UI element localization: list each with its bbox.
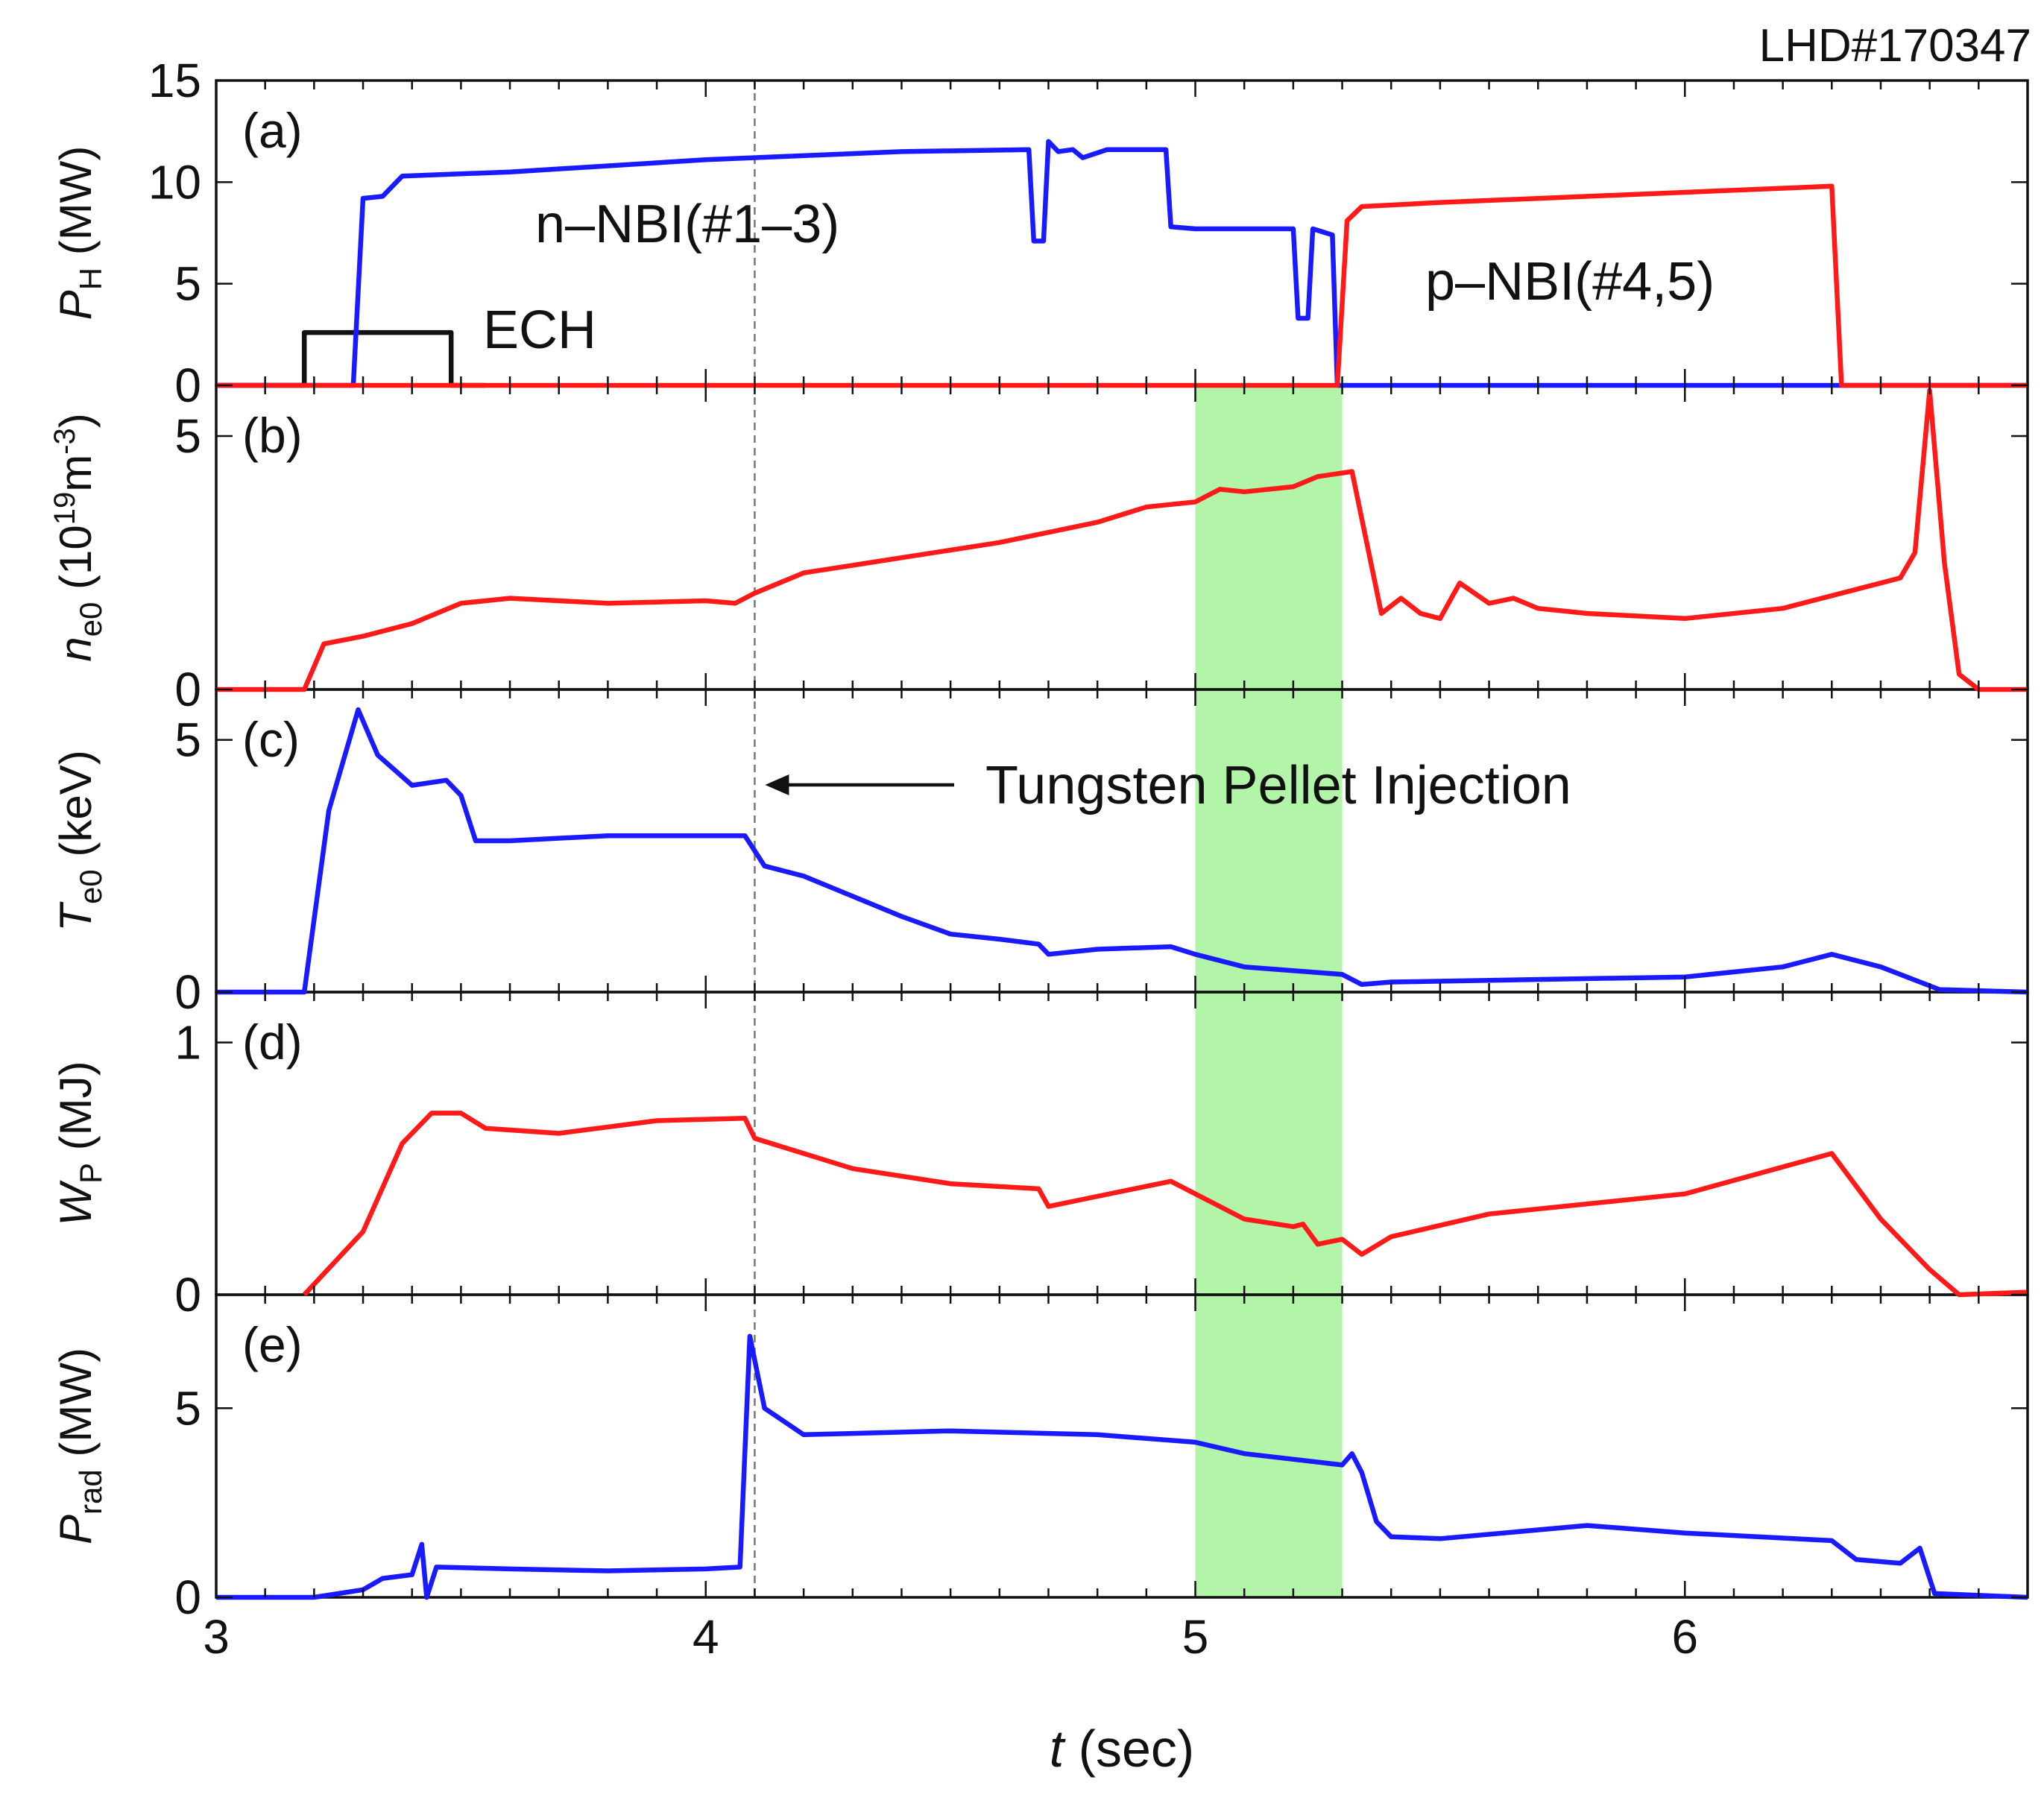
panel-letter-d: (d) — [242, 1014, 303, 1070]
annotation-ech: ECH — [483, 300, 596, 360]
y-tick-label: 5 — [174, 409, 201, 463]
pellet-arrow-head — [765, 774, 789, 795]
x-tick-label: 5 — [1182, 1610, 1209, 1664]
y-axis-label-b: ne0 (1019m-3) — [48, 413, 108, 662]
panel-letter-c: (c) — [242, 712, 300, 767]
y-axis-label-c: Te0 (keV) — [51, 750, 108, 931]
series-e-prad — [216, 1333, 2028, 1600]
panel-letter-e: (e) — [242, 1317, 303, 1372]
y-axis-label-a: PH (MW) — [51, 146, 108, 321]
x-tick-label: 4 — [693, 1610, 719, 1664]
annotation-nnbi: n–NBI(#1–3) — [535, 195, 839, 254]
y-tick-label: 5 — [174, 713, 201, 767]
y-tick-label: 0 — [174, 663, 201, 716]
y-tick-label: 5 — [174, 1381, 201, 1435]
y-tick-label: 0 — [174, 965, 201, 1019]
panel-letter-a: (a) — [242, 103, 303, 158]
x-tick-label: 3 — [203, 1610, 230, 1664]
series-c-te0 — [216, 707, 2028, 995]
y-tick-label: 0 — [174, 1570, 201, 1624]
shot-label: LHD#170347 — [1759, 20, 2031, 72]
y-tick-label: 5 — [174, 257, 201, 311]
annotation-pellet: Tungsten Pellet Injection — [985, 756, 1571, 815]
x-axis-label: t (sec) — [1050, 1720, 1194, 1778]
y-axis-label-d: WP (MJ) — [51, 1061, 108, 1225]
y-tick-label: 1 — [174, 1016, 201, 1070]
x-tick-label: 6 — [1671, 1610, 1698, 1664]
series-a-p-nbi-4-5- — [216, 183, 2028, 388]
panel-letter-b: (b) — [242, 408, 303, 463]
y-tick-label: 15 — [148, 54, 201, 107]
series-b-ne0 — [216, 388, 2028, 692]
y-tick-label: 10 — [148, 155, 201, 209]
series-d-wp — [302, 1111, 2028, 1298]
y-axis-label-e: Prad (MW) — [51, 1348, 108, 1544]
y-tick-label: 0 — [174, 359, 201, 412]
y-tick-label: 0 — [174, 1268, 201, 1322]
series-a-n-nbi-1-3- — [216, 139, 2028, 388]
panel-e-frame — [215, 1293, 2029, 1599]
annotation-pnbi: p–NBI(#4,5) — [1425, 252, 1715, 312]
